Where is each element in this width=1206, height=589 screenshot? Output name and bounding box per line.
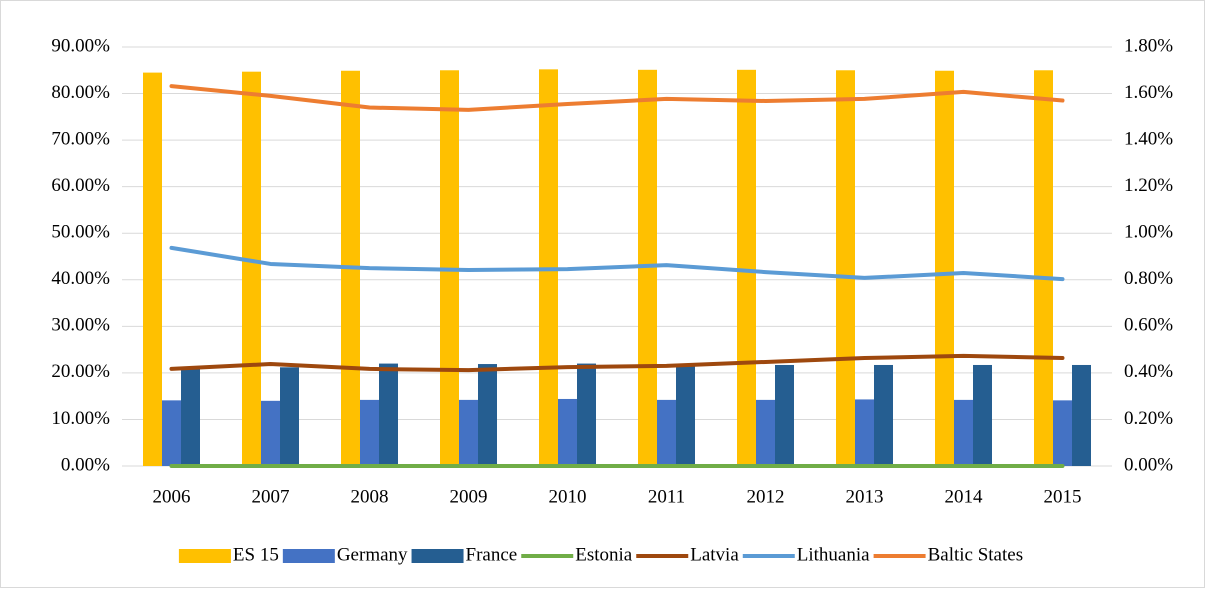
y2-tick-label: 1.60% <box>1124 82 1173 103</box>
y-tick-label: 90.00% <box>51 35 110 56</box>
legend-label: Estonia <box>575 544 633 565</box>
y-tick-label: 60.00% <box>51 175 110 196</box>
legend-swatch <box>411 549 464 563</box>
line <box>169 84 1065 112</box>
bar <box>874 364 893 466</box>
y-tick-label: 40.00% <box>51 268 110 289</box>
bar <box>379 363 398 466</box>
line <box>169 353 1065 373</box>
legend-label: Baltic States <box>928 544 1024 565</box>
bar <box>143 72 162 466</box>
bar <box>478 364 497 466</box>
legend-swatch <box>178 549 231 563</box>
bar <box>775 364 794 466</box>
bar <box>1034 70 1053 467</box>
bar <box>657 399 676 466</box>
y2-tick-label: 1.20% <box>1124 175 1173 196</box>
x-tick-label: 2013 <box>846 486 884 507</box>
bar <box>577 363 596 466</box>
bar <box>756 399 775 466</box>
x-tick-label: 2011 <box>648 486 685 507</box>
legend-label: Germany <box>337 544 408 565</box>
y2-tick-label: 1.80% <box>1124 35 1173 56</box>
bar <box>1053 400 1072 466</box>
x-tick-label: 2009 <box>450 486 488 507</box>
legend-label: Latvia <box>690 544 739 565</box>
x-tick-label: 2007 <box>252 486 290 507</box>
y2-tick-label: 1.00% <box>1124 222 1173 243</box>
bar <box>836 70 855 467</box>
x-tick-label: 2014 <box>945 486 984 507</box>
bar <box>737 69 756 466</box>
legend-swatch <box>282 549 335 563</box>
y-tick-label: 80.00% <box>51 82 110 103</box>
bar <box>280 367 299 466</box>
y2-tick-label: 0.60% <box>1124 315 1173 336</box>
bar <box>855 399 874 466</box>
y-tick-label: 0.00% <box>61 454 110 475</box>
y-tick-label: 10.00% <box>51 408 110 429</box>
bar <box>1072 364 1091 466</box>
bar <box>935 70 954 466</box>
bar <box>459 399 478 466</box>
x-tick-label: 2012 <box>747 486 785 507</box>
bar <box>162 400 181 466</box>
bar <box>261 400 280 466</box>
y2-tick-label: 0.80% <box>1124 268 1173 289</box>
y-tick-label: 70.00% <box>51 128 110 149</box>
bar <box>242 71 261 467</box>
y2-tick-label: 0.40% <box>1124 361 1173 382</box>
legend: ES 15 Germany France Estonia Latvia Lithuania… <box>178 544 1024 565</box>
y-tick-label: 30.00% <box>51 315 110 336</box>
y2-tick-label: 1.40% <box>1124 128 1173 149</box>
x-tick-label: 2006 <box>153 486 191 507</box>
line <box>169 245 1065 282</box>
x-tick-label: 2008 <box>351 486 389 507</box>
y-tick-label: 50.00% <box>51 222 110 243</box>
bar <box>954 399 973 466</box>
y-tick-label: 20.00% <box>51 361 110 382</box>
legend-label: ES 15 <box>233 544 279 565</box>
x-tick-label: 2015 <box>1044 486 1082 507</box>
y2-tick-label: 0.00% <box>1124 454 1173 475</box>
bar <box>676 364 695 466</box>
bar <box>558 398 577 466</box>
legend-label: France <box>466 544 518 565</box>
legend-label: Lithuania <box>797 544 870 565</box>
x-tick-label: 2010 <box>549 486 587 507</box>
bar <box>360 399 379 466</box>
y2-tick-label: 0.20% <box>1124 408 1173 429</box>
bar <box>181 368 200 466</box>
bar <box>973 364 992 466</box>
